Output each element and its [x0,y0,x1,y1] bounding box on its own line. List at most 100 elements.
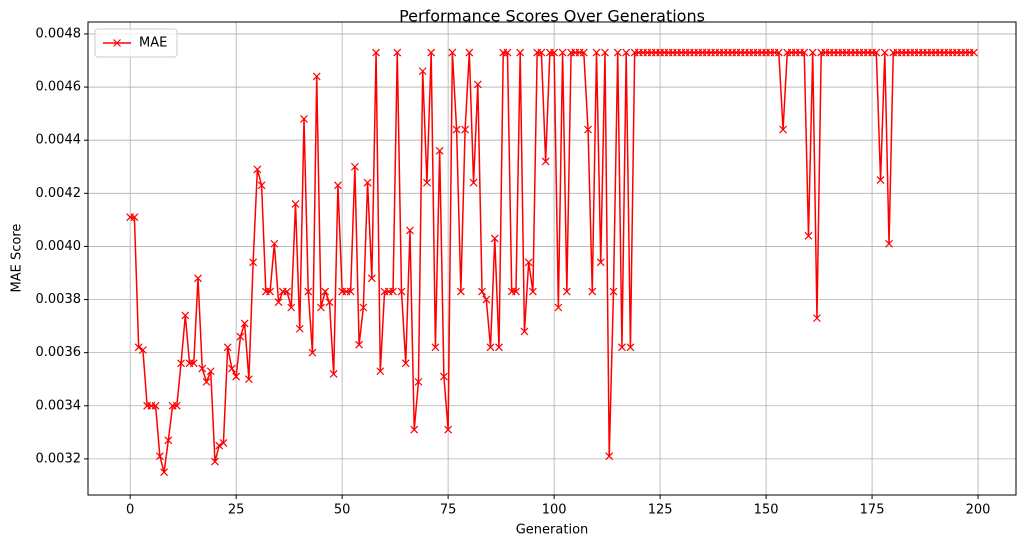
data-point [232,372,241,381]
data-point [240,319,249,328]
y-tick-label: 0.0040 [36,239,82,254]
data-point [325,298,334,307]
data-point [528,287,537,296]
data-point [452,125,461,134]
data-point [266,287,275,296]
data-point [333,181,342,190]
data-point [198,364,207,373]
data-point [456,287,465,296]
data-point [541,157,550,166]
data-point [363,178,372,187]
data-point [490,234,499,243]
legend-box [94,28,178,58]
data-point [228,364,236,373]
data-point [397,287,406,296]
data-point [410,425,419,434]
data-point [291,199,300,208]
data-point [223,343,232,352]
data-point [367,274,376,283]
data-point [329,369,338,378]
data-point [287,303,296,312]
x-tick-label: 150 [754,503,779,518]
data-line [130,51,974,473]
data-point [482,295,491,304]
data-point [431,343,440,352]
x-tick-label: 50 [334,503,351,518]
y-tick-label: 0.0046 [36,80,82,95]
data-point [274,298,283,307]
data-point [469,178,478,187]
data-point [160,468,169,477]
data-point [512,287,520,296]
data-point [283,287,291,296]
data-point [304,287,313,296]
data-point [439,372,448,381]
data-point [596,258,605,267]
data-point [350,162,359,171]
data-point [880,48,889,57]
data-point [618,343,626,352]
data-point [236,332,245,341]
data-point [427,48,436,57]
plot-frame [87,21,1017,496]
data-point [312,72,321,81]
data-point [461,125,470,134]
x-tick-label: 0 [126,503,134,518]
data-point [138,346,147,354]
data-point [478,287,486,296]
data-point [317,303,325,312]
data-point [321,287,330,296]
data-point [800,48,809,57]
y-tick-label: 0.0036 [36,345,82,360]
data-point [393,48,402,57]
data-point [626,343,635,352]
data-point [249,258,258,267]
data-point [605,452,614,461]
data-point [181,311,190,320]
y-tick-label: 0.0032 [36,451,82,466]
data-point [202,377,211,386]
data-point [609,287,618,296]
y-tick-label: 0.0034 [36,398,82,413]
data-point [876,176,885,184]
data-point [406,226,414,235]
x-tick-label: 200 [966,503,991,518]
data-point [308,348,317,357]
y-axis-label: MAE Score [10,224,25,293]
y-tick-label: 0.0042 [36,186,82,201]
data-point [435,146,444,155]
data-point [579,48,588,57]
data-point [189,359,198,368]
data-point [206,367,215,376]
data-point [300,115,308,123]
data-point [372,48,380,57]
data-point [211,457,219,466]
legend-marker [113,39,121,47]
data-point [465,48,474,57]
data-point [872,48,881,57]
data-point [601,48,609,57]
data-point [155,452,164,461]
data-point [270,239,279,248]
data-point [779,125,787,134]
data-point [423,178,431,187]
data-point [389,287,397,296]
x-tick-label: 75 [440,503,457,518]
data-point [584,125,592,134]
data-point [503,48,512,57]
data-point [401,359,410,368]
data-point [808,48,817,57]
legend: MAE [94,28,178,58]
data-point [253,165,262,174]
data-point [524,258,533,267]
data-point [486,343,495,352]
data-point [562,287,571,296]
legend-label: MAE [139,36,167,51]
data-point [376,367,385,376]
data-point [414,377,423,386]
data-point [558,48,567,57]
data-point [151,401,160,410]
data-point [969,48,978,57]
data-point [473,80,482,89]
